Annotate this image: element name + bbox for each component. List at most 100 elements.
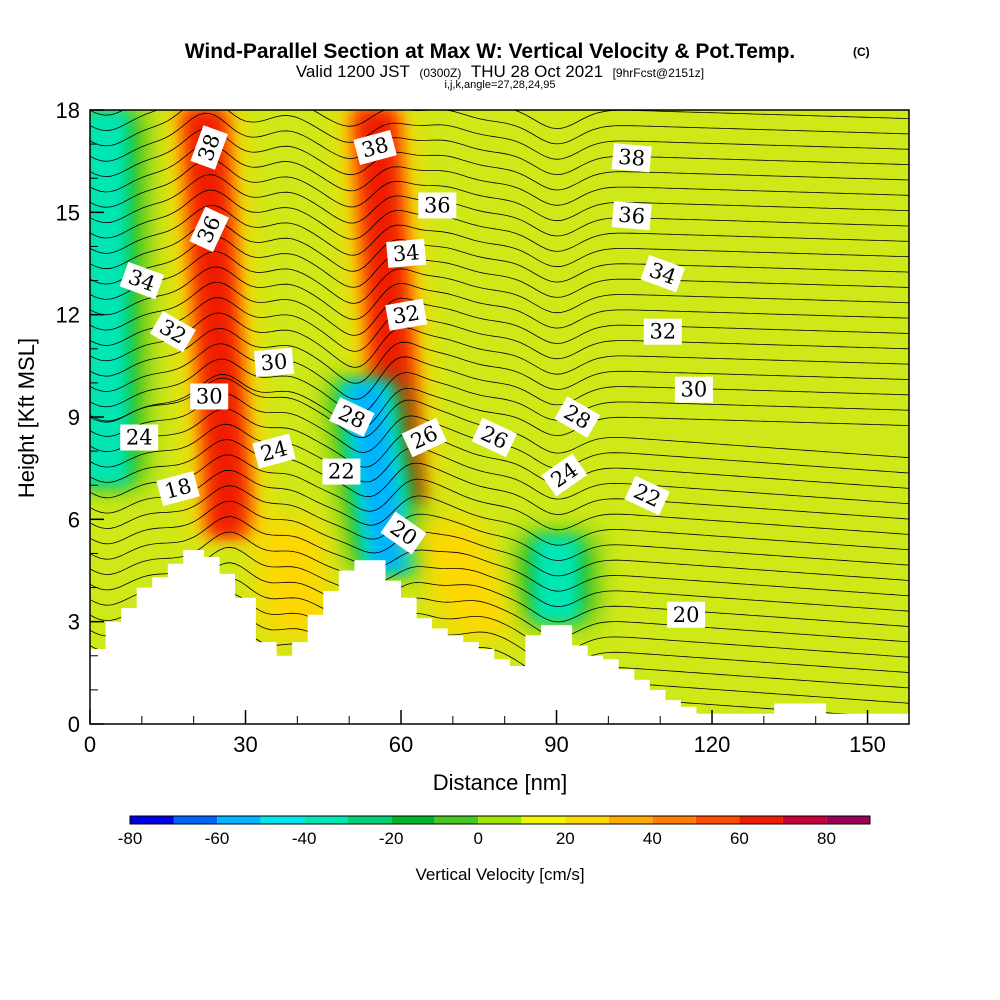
contour-label: 32 [385,298,428,331]
contour-label-box [120,424,159,451]
x-tick-label: 60 [389,732,413,757]
isentrope-line [90,454,909,535]
subtitle-utc: (0300Z) [419,66,461,80]
contour-label: 18 [156,471,200,507]
x-tick-label: 150 [849,732,886,757]
contour-label-box [611,201,652,231]
isentrope-line [90,358,909,421]
isentrope-line [90,516,909,597]
y-tick-label: 18 [56,98,80,123]
contour-label: 36 [611,201,652,231]
isentrope-line [90,235,909,298]
y-tick-label: 9 [68,405,80,430]
y-tick-label: 0 [68,712,80,737]
isentrope-line [90,439,909,520]
colorbar-tick-label: -20 [379,829,404,848]
velocity-core-updraft [250,519,334,639]
colorbar-swatch [304,816,348,824]
isentrope-line [90,312,909,375]
contour-label: 38 [611,143,652,173]
contour-label-box [386,238,427,268]
y-axis-label: Height [Kft MSL] [14,338,39,498]
colorbar-swatch [217,816,261,824]
colorbar-swatch [434,816,479,824]
colorbar-swatch [478,816,522,824]
contour-label: 30 [674,376,713,403]
contour-label-text: 34 [392,240,421,266]
isentrope-line [90,112,909,176]
contour-label-text: 32 [391,301,421,329]
colorbar-tick-label: 80 [817,829,836,848]
contour-label: 38 [353,130,397,165]
colorbar-swatch [695,816,740,824]
isentrope-line [90,281,909,344]
contour-label-text: 30 [260,349,289,375]
x-tick-label: 0 [84,732,96,757]
y-tick-label: 6 [68,507,80,532]
y-tick-label: 12 [56,303,80,328]
colorbar-swatch [608,816,653,824]
contour-label-box [253,347,295,378]
isentrope-line [90,327,909,390]
contour-label-box [554,396,601,438]
isentrope-line [90,110,909,130]
contour-label-box [674,376,713,403]
colorbar-tick-label: 20 [556,829,575,848]
x-tick-label: 120 [694,732,731,757]
contour-label-box [385,298,428,331]
velocity-band-updraft [250,519,334,639]
contour-label-box [418,192,457,219]
contour-label-box [149,310,196,353]
contour-label-box [322,458,361,485]
y-tick-label: 15 [56,200,80,225]
colorbar-swatch [173,816,217,824]
isentrope-line [90,110,909,145]
chart-title: Wind-Parallel Section at Max W: Vertical… [185,40,796,63]
isentrope-line [90,531,909,612]
contour-label-box [119,261,165,300]
colorbar-tick-label: 60 [730,829,749,848]
isentrope-line [90,143,909,206]
isentrope-line [90,158,909,222]
contour-label: 32 [643,318,682,345]
velocity-band-downdraft [533,536,581,622]
isentrope-line [90,220,909,283]
isentrope-line [90,485,909,566]
colorbar-swatch [260,816,305,824]
colorbar-swatch [826,816,870,824]
contour-label-text: 24 [126,426,153,450]
isentrope-line [90,562,909,643]
contour-label-box [611,143,652,173]
x-tick-label: 30 [233,732,257,757]
colorbar-swatch [652,816,696,824]
chart-subtitle: Valid 1200 JST (0300Z) THU 28 Oct 2021 [… [296,62,704,81]
contour-label-text: 36 [617,203,646,229]
colorbar-tick-label: 40 [643,829,662,848]
contour-label-text: 36 [424,194,451,218]
contour-label-text: 30 [196,385,223,409]
contour-label-box [667,601,706,628]
contour-label: 24 [252,433,296,469]
contour-label-box [471,417,518,458]
contour-label-box [541,453,588,497]
contour-label-box [640,254,686,293]
isentrope-line [90,297,909,360]
contour-label-box [401,417,448,458]
y-axis: 0 3 6 9 12 15 18 [56,98,104,737]
x-axis-label: Distance [nm] [433,770,568,795]
velocity-core-downdraft [520,536,593,622]
contour-label-box [380,511,427,555]
isentrope-line [90,110,909,160]
contour-label-text: 20 [673,603,700,627]
colorbar-swatch [739,816,783,824]
isentrope-line [90,374,909,437]
contour-label-text: 30 [681,378,708,402]
isentrope-line [90,266,909,329]
colorbar-swatch [130,816,174,824]
contour-label: 24 [120,424,159,451]
colorbar-swatch [782,816,827,824]
subtitle-valid: Valid 1200 JST [296,62,410,81]
contour-label-text: 22 [328,460,355,484]
